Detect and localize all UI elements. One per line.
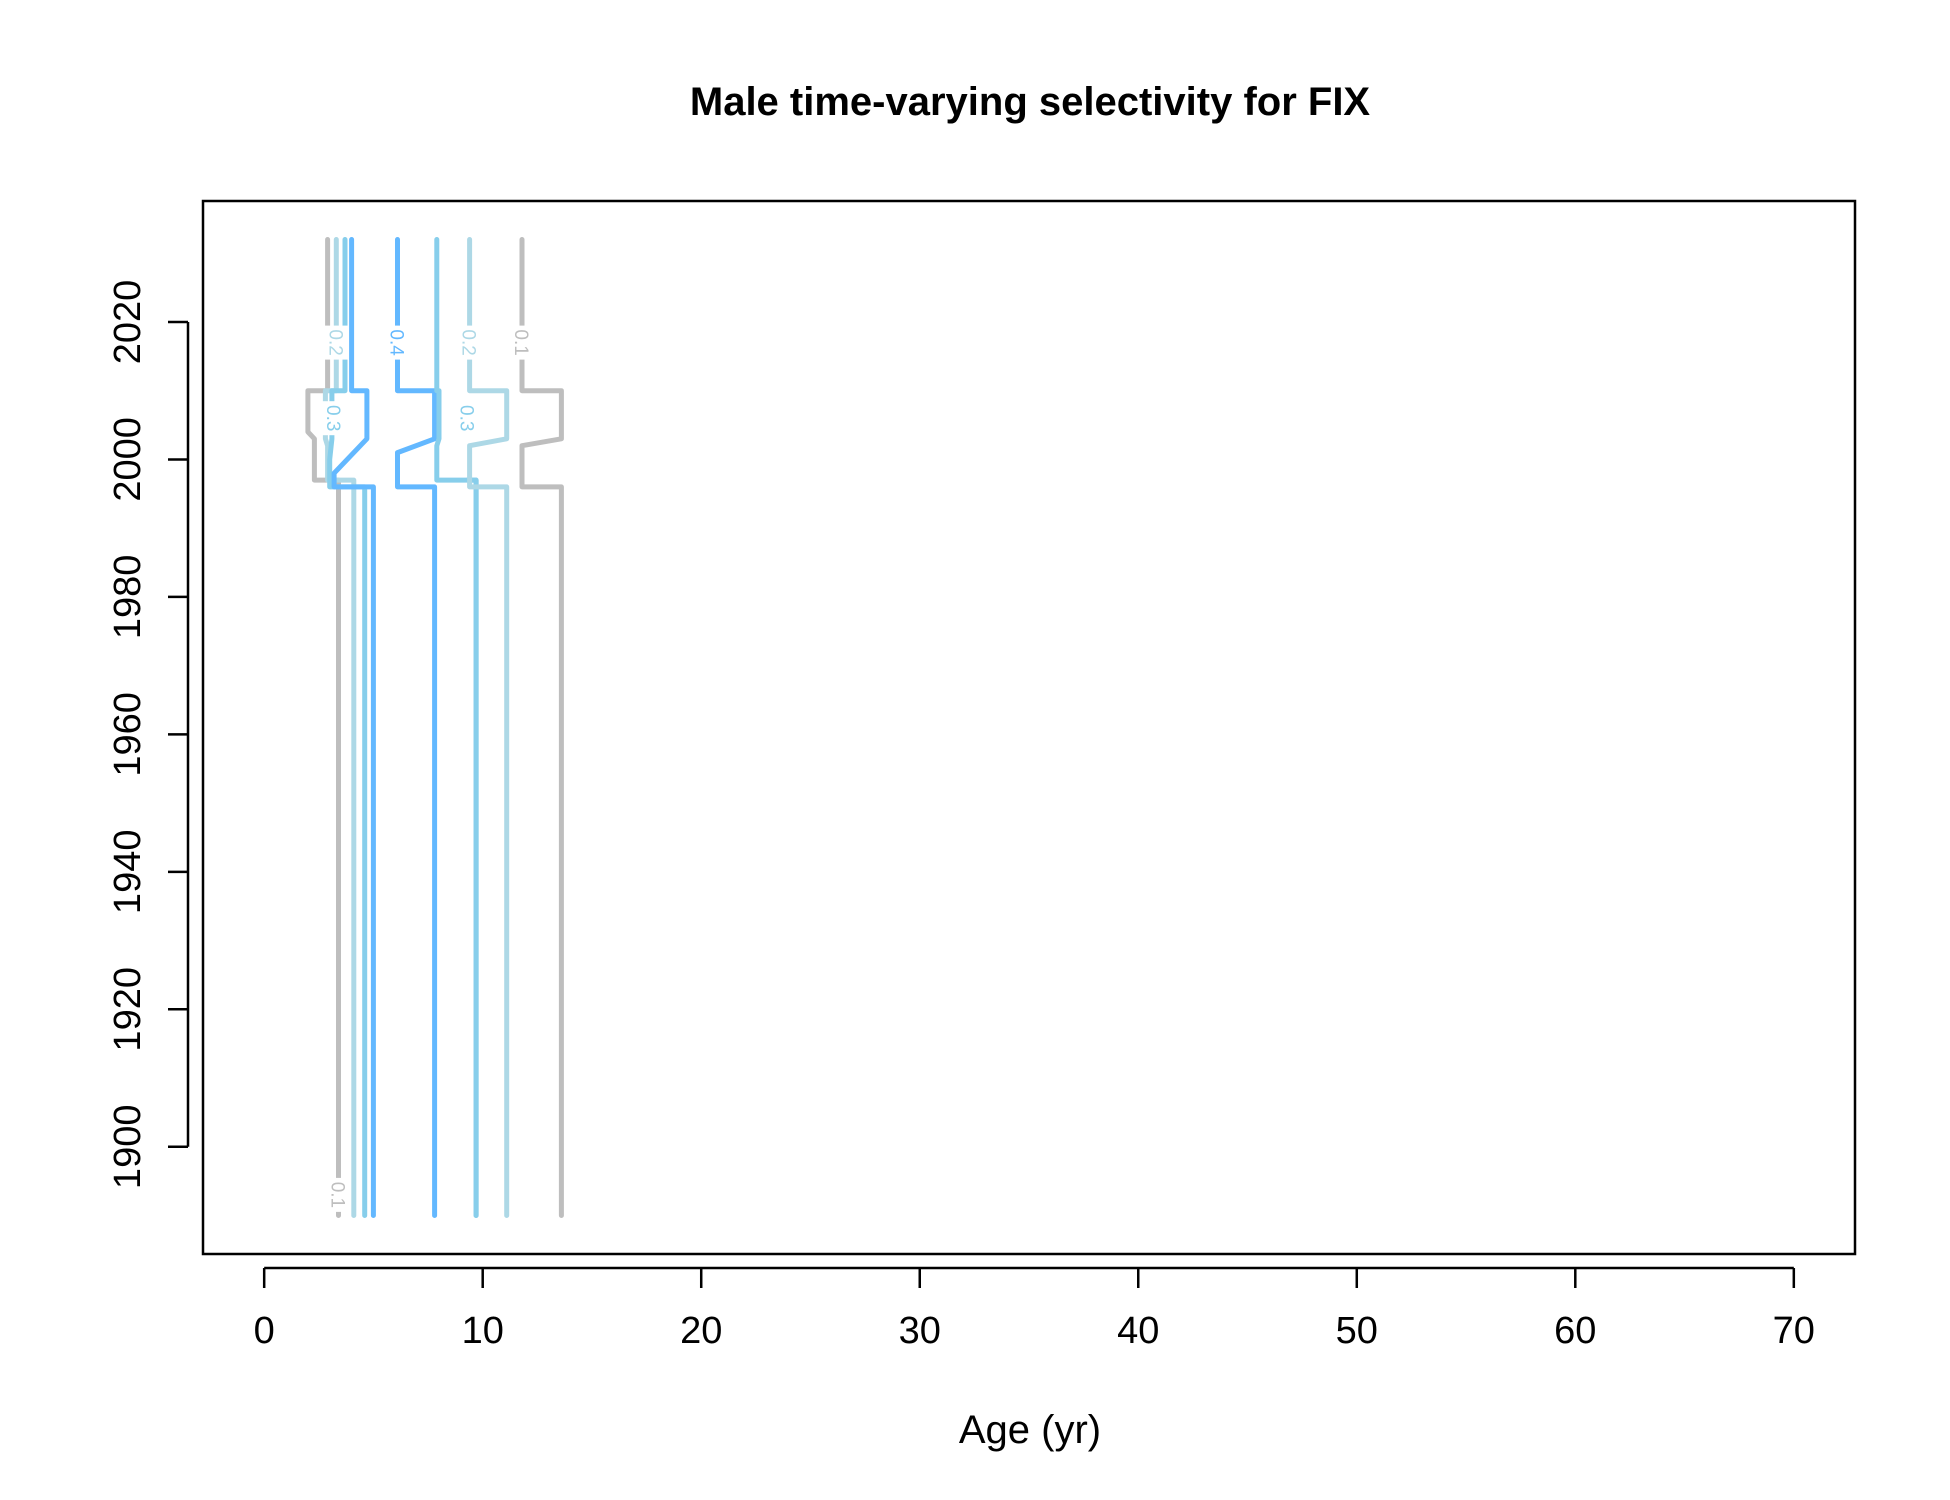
- x-axis: 0 10 20 30 40 50 60 70: [254, 1266, 1815, 1352]
- contour-label-text: 0.1: [327, 1182, 348, 1208]
- y-tick-label: 1980: [107, 555, 149, 640]
- contour-lines: [305, 237, 564, 1218]
- x-tick-label: 50: [1336, 1310, 1378, 1352]
- x-tick-label: 20: [680, 1310, 722, 1352]
- contour-label-text: 0.3: [455, 405, 476, 431]
- contour-label-gap: [457, 325, 482, 360]
- contour-label-text: 0.2: [458, 329, 479, 355]
- contour-label-text: 0.2: [324, 329, 345, 355]
- contour-label-7: 0.2: [457, 325, 482, 360]
- contour-label-1: 0.2: [324, 325, 349, 360]
- y-tick-label: 2000: [107, 417, 149, 502]
- contour-line-0-3-6: [464, 477, 479, 1218]
- contour-line-0-1-8: [519, 237, 564, 1218]
- contour-line-0-2-7: [467, 237, 510, 1218]
- contour-label-text: 0.1: [510, 329, 531, 355]
- x-tick-label: 10: [462, 1310, 504, 1352]
- y-axis: 1900 1920 1940 1960 1980 2000 2020: [107, 280, 190, 1190]
- contour-labels: 0.1 0.2 0.3 0.4 0.3 0.2 0.1: [322, 325, 534, 1212]
- y-tick-label: 1900: [107, 1105, 149, 1190]
- y-tick-label: 1940: [107, 830, 149, 915]
- contour-label-text: 0.3: [322, 405, 343, 431]
- contour-label-8: 0.1: [510, 325, 534, 360]
- contour-label-gap: [510, 325, 534, 360]
- contour-label-gap: [385, 325, 410, 360]
- contour-label-4: 0.4: [385, 325, 410, 360]
- contour-label-0: 0.1: [326, 1177, 351, 1212]
- contour-label-gap: [455, 401, 480, 436]
- y-tick-label: 2020: [107, 280, 149, 365]
- y-tick-label: 1960: [107, 692, 149, 777]
- contour-line-0-4-4: [395, 237, 438, 1218]
- contour-label-gap: [324, 325, 349, 360]
- contour-label-text: 0.4: [386, 329, 407, 356]
- x-tick-label: 60: [1554, 1310, 1596, 1352]
- x-axis-label: Age (yr): [959, 1408, 1101, 1452]
- contour-label-gap: [326, 1177, 351, 1212]
- x-tick-label: 30: [899, 1310, 941, 1352]
- plot-frame: [201, 199, 1857, 1256]
- x-tick-label: 70: [1773, 1310, 1815, 1352]
- chart-title: Male time-varying selectivity for FIX: [690, 80, 1371, 124]
- contour-label-gap: [322, 401, 347, 436]
- contour-label-6: 0.3: [455, 401, 480, 436]
- y-tick-label: 1920: [107, 967, 149, 1052]
- x-tick-label: 40: [1117, 1310, 1159, 1352]
- x-tick-label: 0: [254, 1310, 275, 1352]
- contour-label-2: 0.3: [322, 401, 347, 436]
- contour-line-0-4-3: [331, 237, 376, 1218]
